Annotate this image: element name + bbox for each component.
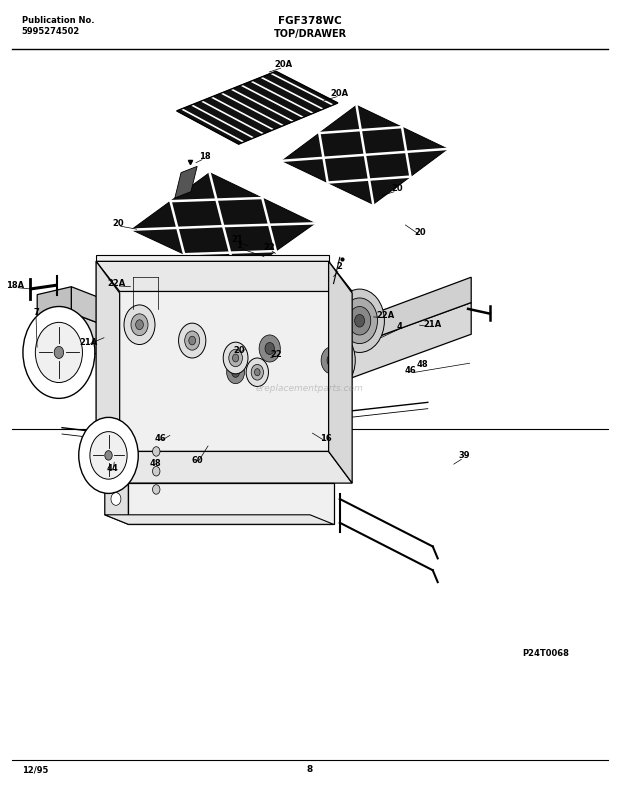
Circle shape — [223, 342, 248, 374]
Text: 18: 18 — [199, 152, 210, 162]
Polygon shape — [131, 173, 315, 279]
Circle shape — [79, 417, 138, 493]
Text: TOP/DRAWER: TOP/DRAWER — [273, 29, 347, 40]
Circle shape — [327, 354, 337, 367]
Circle shape — [153, 466, 160, 476]
Circle shape — [308, 330, 355, 390]
Text: 22: 22 — [264, 242, 275, 252]
Text: 46: 46 — [405, 366, 416, 375]
Text: 21A: 21A — [79, 337, 97, 347]
Text: 20: 20 — [391, 184, 402, 193]
Polygon shape — [329, 261, 352, 483]
Circle shape — [259, 335, 280, 362]
Polygon shape — [177, 71, 338, 144]
Text: 46: 46 — [154, 434, 166, 444]
Circle shape — [105, 451, 112, 460]
Polygon shape — [96, 255, 329, 261]
Text: 1: 1 — [236, 241, 242, 250]
Text: 2: 2 — [337, 262, 343, 272]
Polygon shape — [105, 515, 334, 524]
Circle shape — [227, 361, 244, 383]
Circle shape — [153, 485, 160, 494]
Text: 20: 20 — [112, 219, 123, 228]
Circle shape — [111, 493, 121, 505]
Text: 39: 39 — [458, 451, 469, 460]
Text: 7: 7 — [33, 308, 39, 318]
Circle shape — [131, 314, 148, 336]
Text: 20: 20 — [415, 228, 426, 238]
Polygon shape — [254, 277, 471, 382]
Text: 22A: 22A — [376, 310, 395, 320]
Circle shape — [216, 347, 255, 398]
Polygon shape — [37, 287, 71, 352]
Text: 16: 16 — [320, 434, 331, 444]
Polygon shape — [105, 474, 128, 524]
Circle shape — [90, 432, 127, 479]
Text: 12/95: 12/95 — [22, 765, 48, 774]
Circle shape — [315, 339, 348, 382]
Polygon shape — [96, 261, 352, 291]
Circle shape — [253, 327, 286, 370]
Circle shape — [179, 323, 206, 358]
Circle shape — [265, 342, 275, 355]
Text: 8: 8 — [307, 765, 313, 774]
Text: 20A: 20A — [330, 89, 349, 98]
Circle shape — [342, 298, 378, 344]
Circle shape — [185, 331, 200, 350]
Circle shape — [23, 307, 95, 398]
Text: 20A: 20A — [274, 60, 293, 70]
Polygon shape — [96, 451, 352, 483]
Circle shape — [335, 289, 384, 352]
Circle shape — [321, 347, 342, 374]
Text: FGF378WC: FGF378WC — [278, 16, 342, 26]
Text: 60: 60 — [192, 456, 203, 466]
Polygon shape — [96, 261, 120, 483]
Circle shape — [348, 307, 371, 335]
Text: Publication No.: Publication No. — [22, 16, 94, 25]
Circle shape — [355, 314, 365, 327]
Text: 21: 21 — [231, 234, 242, 244]
Circle shape — [251, 364, 264, 380]
Circle shape — [124, 305, 155, 345]
Text: 4: 4 — [397, 322, 403, 331]
Circle shape — [229, 349, 242, 367]
Text: 44: 44 — [107, 464, 118, 474]
Polygon shape — [71, 287, 254, 382]
Text: 21A: 21A — [423, 320, 442, 329]
Circle shape — [246, 318, 293, 379]
Text: 22A: 22A — [107, 279, 126, 288]
Circle shape — [232, 367, 239, 377]
Text: 18A: 18A — [6, 280, 25, 290]
Text: 48: 48 — [417, 360, 428, 369]
Text: 48: 48 — [149, 459, 161, 468]
Text: 20: 20 — [233, 345, 244, 355]
Text: P24T0068: P24T0068 — [522, 649, 569, 658]
Polygon shape — [175, 166, 197, 198]
Circle shape — [246, 358, 268, 386]
Circle shape — [188, 336, 196, 345]
Circle shape — [136, 320, 143, 329]
Polygon shape — [128, 483, 334, 524]
Polygon shape — [96, 261, 329, 451]
Text: 22: 22 — [270, 350, 281, 360]
Circle shape — [153, 447, 160, 456]
Polygon shape — [282, 105, 448, 204]
Circle shape — [35, 322, 82, 383]
Circle shape — [54, 346, 64, 359]
Text: ereplacementparts.com: ereplacementparts.com — [256, 383, 364, 393]
Polygon shape — [71, 303, 471, 413]
Circle shape — [255, 368, 260, 375]
Text: 5995274502: 5995274502 — [22, 27, 80, 36]
Circle shape — [221, 354, 250, 390]
Circle shape — [232, 354, 239, 362]
